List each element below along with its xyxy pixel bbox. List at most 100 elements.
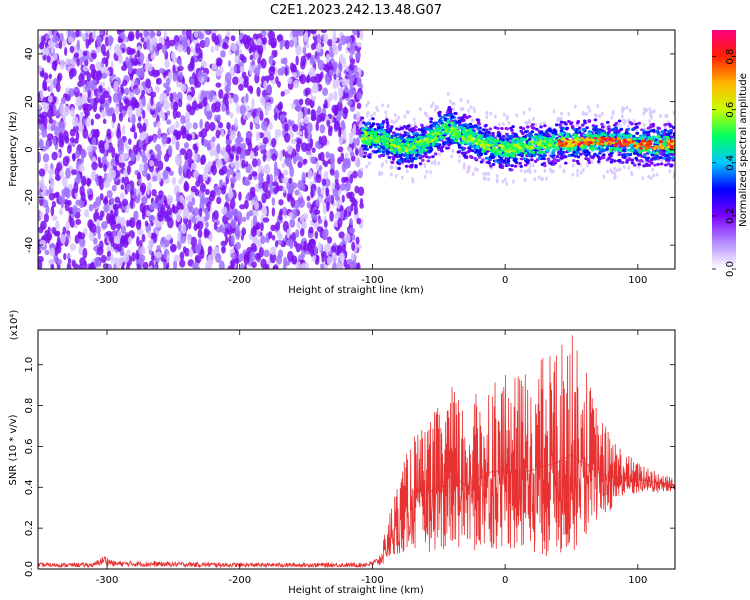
spectrogram-noise-mark: [268, 231, 273, 239]
spectrogram-signal-mark: [410, 127, 414, 131]
spectrogram-noise-mark: [325, 75, 332, 86]
spectrogram-signal-mark: [384, 118, 389, 122]
spectrogram-noise-mark: [296, 138, 303, 145]
spectrogram-noise-mark: [79, 257, 86, 266]
spectrogram-signal-mark: [395, 132, 400, 136]
spectrogram-signal-mark: [424, 155, 429, 159]
spectrogram-signal-mark: [461, 106, 465, 111]
spectrogram-noise-mark: [338, 231, 345, 239]
spectrogram-noise-mark: [72, 205, 78, 216]
spectrogram-noise-mark: [185, 133, 193, 140]
spectrogram-signal-mark: [622, 156, 627, 160]
spectrogram-noise-mark: [163, 239, 170, 248]
spectrogram-noise-mark: [166, 86, 171, 93]
spectrogram-signal-mark: [410, 163, 414, 167]
spectrogram-noise-mark: [224, 211, 232, 219]
spectrogram-signal-mark: [649, 176, 653, 181]
spectrogram-noise-mark: [39, 70, 45, 77]
spectrogram-signal-mark: [446, 91, 450, 96]
spectrogram-signal-mark: [572, 127, 577, 131]
spectrogram-signal-mark: [426, 159, 431, 163]
spectrogram-signal-mark: [523, 163, 528, 167]
spectrogram-noise-mark: [137, 193, 141, 202]
spectrogram-signal-mark: [495, 178, 499, 183]
spectrogram-noise-mark: [352, 170, 358, 179]
spectrogram-signal-mark: [367, 155, 372, 159]
spectrogram-signal-mark: [491, 131, 495, 135]
spectrogram-signal-mark: [656, 162, 660, 166]
spectrogram-signal-mark: [407, 110, 410, 115]
spectrogram-noise-mark: [276, 230, 281, 239]
spectrogram-noise-mark: [300, 249, 306, 259]
spectrogram-noise-mark: [327, 128, 333, 137]
spectrogram-noise-mark: [271, 153, 278, 161]
spectrogram-signal-mark: [576, 155, 581, 159]
spectrogram-signal-mark: [523, 178, 527, 183]
spectrogram-noise-mark: [233, 64, 238, 73]
spectrogram-signal-mark: [597, 155, 601, 159]
spectrogram-noise-mark: [90, 118, 95, 126]
spectrogram-noise-mark: [301, 212, 309, 220]
spectrogram-noise-mark: [359, 202, 364, 209]
spectrogram-noise-mark: [126, 46, 132, 56]
spectrogram-signal-mark: [576, 168, 579, 173]
spectrogram-noise-mark: [98, 85, 103, 93]
spectrogram-noise-mark: [263, 94, 270, 101]
spectrogram-noise-mark: [209, 89, 214, 97]
spectrogram-noise-mark: [340, 87, 344, 98]
spectrogram-noise-mark: [259, 110, 264, 121]
spectrogram-noise-mark: [138, 67, 145, 79]
spectrogram-signal-mark: [366, 121, 370, 125]
spectrogram-noise-mark: [117, 122, 121, 134]
spectrogram-signal-mark: [485, 110, 489, 115]
spectrogram-noise-mark: [49, 82, 54, 93]
spectrogram-noise-mark: [92, 30, 97, 40]
spectrogram-noise-mark: [316, 41, 322, 53]
spectrogram-signal-mark: [648, 107, 652, 112]
spectrogram-noise-mark: [281, 206, 288, 216]
spectrogram-signal-mark: [609, 168, 613, 173]
spectrogram-noise-mark: [282, 186, 286, 194]
spectrogram-noise-mark: [110, 253, 114, 265]
spectrogram-signal-mark: [533, 177, 537, 182]
spectrogram-noise-mark: [293, 99, 300, 105]
spectrogram-noise-mark: [101, 156, 107, 164]
spectrogram-noise-mark: [116, 49, 123, 57]
spectrogram-signal-mark: [389, 165, 393, 170]
spectrogram-noise-mark: [178, 164, 183, 176]
spectrogram-signal-mark: [487, 177, 490, 182]
spectrogram-signal-mark: [457, 145, 462, 149]
spectrogram-noise-mark: [53, 61, 57, 72]
spectrogram-signal-mark: [438, 110, 442, 114]
spectrogram-noise-mark: [332, 61, 339, 69]
spectrogram-noise-mark: [131, 48, 136, 54]
spectrogram-signal-mark: [495, 174, 499, 179]
spectrogram-noise-mark: [100, 109, 107, 118]
spectrogram-signal-mark: [413, 128, 418, 132]
spectrogram-signal-mark: [668, 169, 672, 174]
spectrogram-noise-mark: [202, 96, 208, 107]
spectrogram-noise-mark: [117, 144, 125, 155]
spectrogram-noise-mark: [342, 107, 349, 115]
spectrogram-noise-mark: [356, 102, 362, 110]
spectrogram-noise-mark: [330, 194, 335, 205]
spectrogram-noise-mark: [102, 118, 107, 125]
spectrogram-signal-mark: [477, 122, 481, 126]
spectrogram-signal-mark: [446, 146, 450, 150]
spectrogram-noise-mark: [54, 246, 59, 256]
spectrogram-signal-mark: [412, 117, 416, 122]
spectrogram-signal-mark: [628, 108, 632, 113]
spectrogram-signal-mark: [497, 122, 501, 127]
spectrogram-noise-mark: [216, 143, 221, 154]
spectrogram-noise-mark: [302, 46, 307, 55]
spectrogram-signal-mark: [386, 123, 390, 127]
spectrogram-noise-mark: [304, 97, 311, 106]
spectrogram-noise-mark: [149, 31, 156, 38]
spectrogram-signal-mark: [392, 120, 396, 125]
spectrogram-noise-mark: [141, 196, 148, 205]
spectrogram-noise-mark: [158, 67, 166, 74]
spectrogram-signal-mark: [623, 149, 627, 153]
spectrogram-noise-mark: [257, 44, 264, 56]
spectrogram-noise-mark: [122, 79, 128, 87]
spectrogram-noise-mark: [81, 175, 87, 187]
